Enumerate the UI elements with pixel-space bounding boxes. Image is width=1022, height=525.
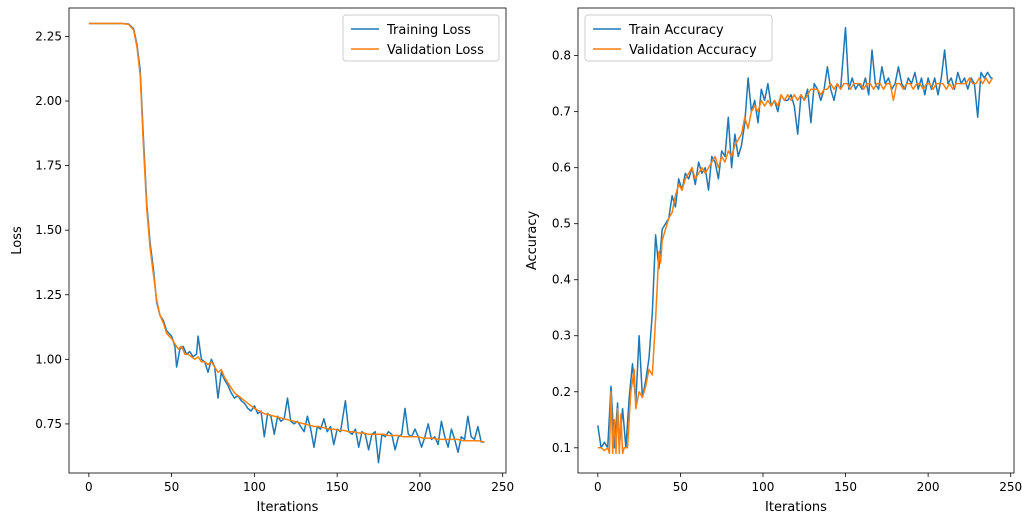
y-tick-label: 0.3 bbox=[552, 329, 571, 343]
x-axis-label: Iterations bbox=[765, 500, 827, 515]
y-axis-label: Accuracy bbox=[525, 211, 540, 271]
legend-box bbox=[342, 14, 500, 62]
chart-loss: 0 50 100 150 200 250 0.75 1.00 1.25 1.50 1.75 2.00 2… bbox=[10, 7, 514, 515]
y-tick-label: 0.8 bbox=[552, 49, 571, 63]
x-axis-label: Iterations bbox=[257, 500, 319, 515]
x-tick-label: 200 bbox=[408, 480, 431, 494]
x-tick-label: 50 bbox=[164, 480, 179, 494]
y-tick-label: 1.00 bbox=[35, 352, 62, 366]
x-tick-label: 0 bbox=[594, 480, 602, 494]
x-tick-label: 150 bbox=[326, 480, 349, 494]
x-tick-label: 100 bbox=[752, 480, 775, 494]
y-tick-label: 1.75 bbox=[35, 159, 62, 173]
x-tick-label: 250 bbox=[491, 480, 514, 494]
legend-label: Validation Loss bbox=[387, 43, 484, 58]
series-line-0 bbox=[597, 26, 993, 449]
y-tick-label: 0.6 bbox=[552, 161, 571, 175]
y-tick-label: 0.7 bbox=[552, 105, 571, 119]
y-tick-label: 0.2 bbox=[552, 385, 571, 399]
y-tick-label: 0.5 bbox=[552, 217, 571, 231]
y-axis-label: Loss bbox=[10, 226, 25, 255]
legend-label: Train Accuracy bbox=[628, 23, 724, 38]
chart-accuracy: 0 50 100 150 200 250 0.1 0.2 0.3 0.4 0.5 0.6 0.7 0.8 I… bbox=[525, 7, 1022, 515]
legend: Train Accuracy Validation Accuracy bbox=[584, 14, 773, 62]
x-tick-label: 100 bbox=[243, 480, 266, 494]
y-tick-label: 0.1 bbox=[552, 441, 571, 455]
plot-frame bbox=[68, 7, 507, 474]
y-tick-label: 0.75 bbox=[35, 417, 62, 431]
plot-frame bbox=[577, 7, 1015, 474]
series-line-0 bbox=[88, 22, 485, 464]
legend: Training Loss Validation Loss bbox=[342, 14, 500, 62]
x-tick-label: 0 bbox=[85, 480, 93, 494]
x-tick-label: 200 bbox=[917, 480, 940, 494]
x-tick-label: 250 bbox=[999, 480, 1022, 494]
y-tick-label: 2.25 bbox=[35, 29, 62, 43]
series-line-1 bbox=[597, 77, 994, 455]
y-tick-label: 0.4 bbox=[552, 273, 571, 287]
y-tick-label: 2.00 bbox=[35, 94, 62, 108]
x-tick-label: 150 bbox=[834, 480, 857, 494]
series-line-1 bbox=[88, 22, 485, 443]
x-tick-label: 50 bbox=[673, 480, 688, 494]
legend-box bbox=[584, 14, 773, 62]
y-tick-label: 1.25 bbox=[35, 288, 62, 302]
y-tick-label: 1.50 bbox=[35, 223, 62, 237]
legend-label: Training Loss bbox=[386, 23, 471, 38]
legend-label: Validation Accuracy bbox=[629, 43, 757, 58]
